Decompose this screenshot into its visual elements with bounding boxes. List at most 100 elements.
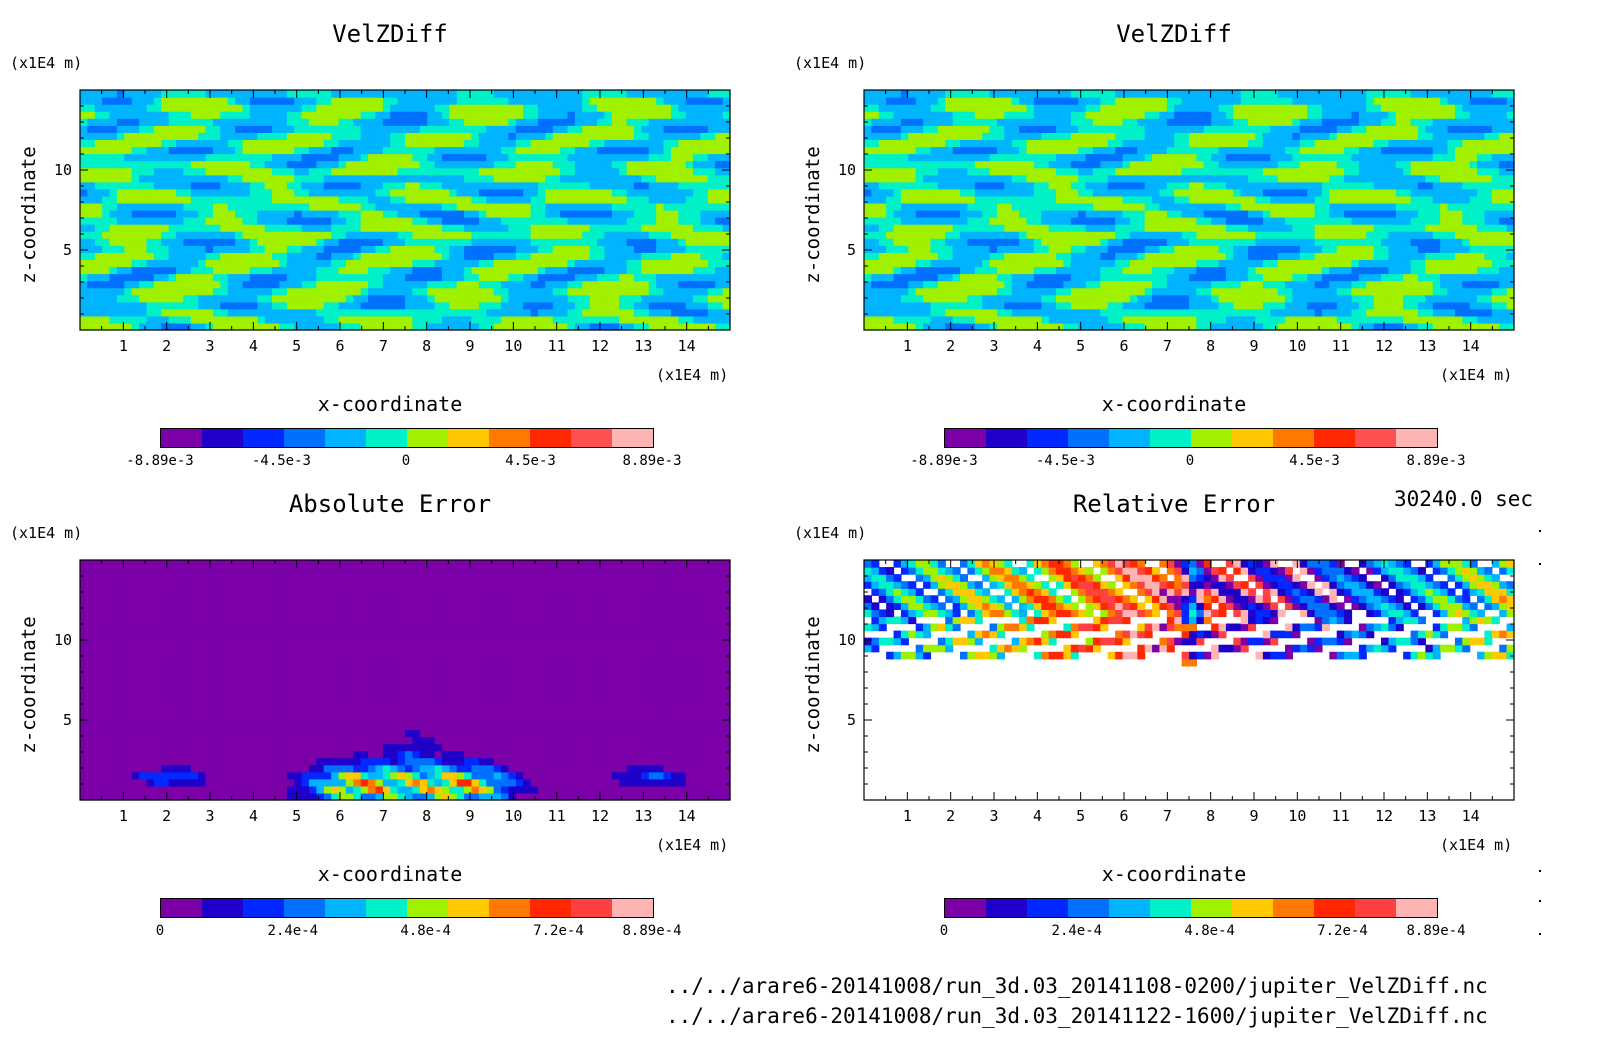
field-cell xyxy=(604,294,613,303)
field-cell xyxy=(1041,104,1050,112)
field-cell xyxy=(153,294,162,303)
field-cell xyxy=(1004,322,1013,331)
field-cell xyxy=(685,210,694,218)
field-cell xyxy=(989,301,998,310)
field-cell xyxy=(700,217,709,225)
field-cell xyxy=(368,238,377,246)
field-cell xyxy=(1174,97,1183,105)
field-cell xyxy=(449,139,458,148)
field-cell xyxy=(1196,238,1205,246)
field-cell xyxy=(1048,118,1057,126)
field-cell xyxy=(405,224,413,232)
field-cell xyxy=(434,266,443,275)
field-cell xyxy=(945,188,954,197)
field-cell xyxy=(633,301,642,310)
field-cell xyxy=(974,287,983,296)
field-cell xyxy=(1255,273,1264,282)
field-cell xyxy=(700,160,709,169)
field-cell xyxy=(486,245,495,253)
field-cell xyxy=(945,322,954,331)
field-cell xyxy=(715,252,724,261)
field-cell xyxy=(1107,111,1116,119)
field-cell xyxy=(567,259,576,268)
field-cell xyxy=(1041,139,1050,148)
field-cell xyxy=(456,210,465,218)
field-cell xyxy=(886,217,895,225)
field-cell xyxy=(923,266,932,275)
field-cell xyxy=(405,245,413,253)
field-cell xyxy=(116,273,125,282)
field-cell xyxy=(989,125,998,133)
field-cell xyxy=(1107,181,1116,190)
field-cell xyxy=(670,202,679,211)
field-cell xyxy=(87,252,96,261)
field-cell xyxy=(323,245,332,253)
field-cell xyxy=(900,217,909,225)
field-cell xyxy=(478,266,487,275)
field-cell xyxy=(316,202,325,211)
field-cell xyxy=(419,280,428,289)
field-cell xyxy=(449,97,458,105)
field-cell xyxy=(656,245,665,253)
field-cell xyxy=(338,287,347,296)
field-cell xyxy=(1129,132,1138,141)
field-cell xyxy=(864,90,872,98)
field-cell xyxy=(1063,188,1072,197)
field-cell xyxy=(552,104,561,112)
field-cell xyxy=(434,294,443,303)
field-cell xyxy=(294,301,303,310)
field-cell xyxy=(176,301,185,310)
field-cell xyxy=(131,146,140,155)
field-cell xyxy=(272,210,281,218)
field-cell xyxy=(464,153,473,162)
field-cell xyxy=(279,104,288,112)
field-cell xyxy=(116,266,125,275)
field-cell xyxy=(257,315,266,324)
field-cell xyxy=(353,315,362,324)
field-cell xyxy=(1004,210,1013,218)
field-cell xyxy=(560,252,569,261)
field-cell xyxy=(360,266,369,275)
field-cell xyxy=(227,132,236,141)
field-cell xyxy=(1181,217,1190,225)
field-cell xyxy=(102,188,111,197)
field-cell xyxy=(345,280,354,289)
colorbar-segment xyxy=(366,429,407,447)
field-cell xyxy=(139,167,148,176)
field-cell xyxy=(486,90,495,98)
field-cell xyxy=(915,287,924,296)
field-cell xyxy=(1137,238,1146,246)
field-cell xyxy=(139,273,148,282)
field-cell xyxy=(279,139,288,148)
field-cell xyxy=(967,231,976,239)
field-cell xyxy=(183,252,192,261)
field-cell xyxy=(633,245,642,253)
field-cell xyxy=(323,188,332,197)
field-cell xyxy=(272,322,281,331)
field-cell xyxy=(434,259,443,268)
field-cell xyxy=(1137,181,1146,190)
field-cell xyxy=(1078,259,1087,268)
field-cell xyxy=(1033,97,1042,105)
field-cell xyxy=(597,90,606,98)
field-cell xyxy=(353,273,362,282)
field-cell xyxy=(1115,259,1124,268)
field-cell xyxy=(648,322,657,331)
field-cell xyxy=(715,125,724,133)
field-cell xyxy=(648,174,657,183)
field-cell xyxy=(626,195,635,204)
field-cell xyxy=(272,118,281,126)
field-cell xyxy=(412,118,421,126)
field-cell xyxy=(989,174,998,183)
field-cell xyxy=(286,231,295,239)
field-cell xyxy=(1218,322,1227,331)
field-cell xyxy=(530,202,539,211)
field-cell xyxy=(604,308,613,317)
field-cell xyxy=(1211,153,1220,162)
field-cell xyxy=(1262,252,1271,261)
field-cell xyxy=(1033,273,1042,282)
field-cell xyxy=(124,210,133,218)
field-cell xyxy=(878,90,887,98)
field-cell xyxy=(871,125,880,133)
field-cell xyxy=(242,245,251,253)
